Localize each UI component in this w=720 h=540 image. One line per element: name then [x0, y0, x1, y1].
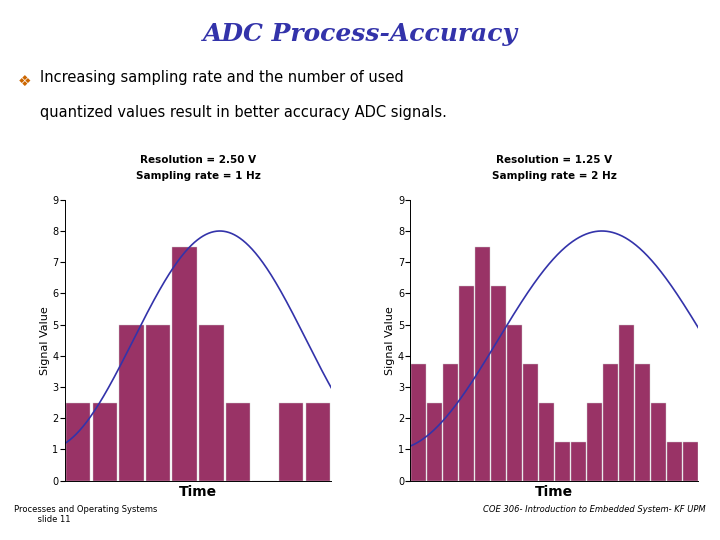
X-axis label: Time: Time: [179, 485, 217, 499]
Text: Processes and Operating Systems
         slide 11: Processes and Operating Systems slide 11: [14, 505, 158, 524]
Text: Sampling rate = 1 Hz: Sampling rate = 1 Hz: [135, 171, 261, 181]
Bar: [119, 325, 144, 481]
Bar: [411, 363, 426, 481]
Bar: [66, 403, 91, 481]
Bar: [587, 403, 602, 481]
Y-axis label: Signal Value: Signal Value: [40, 306, 50, 375]
Bar: [459, 286, 474, 481]
X-axis label: Time: Time: [536, 485, 573, 499]
Bar: [172, 247, 197, 481]
Text: Resolution = 2.50 V: Resolution = 2.50 V: [140, 154, 256, 165]
Bar: [225, 403, 251, 481]
Text: Increasing sampling rate and the number of used: Increasing sampling rate and the number …: [40, 70, 403, 85]
Bar: [603, 363, 618, 481]
Bar: [523, 363, 538, 481]
Text: Sampling rate = 2 Hz: Sampling rate = 2 Hz: [492, 171, 617, 181]
Text: COE 306- Introduction to Embedded System- KF UPM: COE 306- Introduction to Embedded System…: [483, 505, 706, 514]
Bar: [683, 442, 698, 481]
Bar: [92, 403, 117, 481]
Bar: [443, 363, 458, 481]
Bar: [571, 442, 586, 481]
Bar: [305, 403, 330, 481]
Y-axis label: Signal Value: Signal Value: [385, 306, 395, 375]
Bar: [667, 442, 682, 481]
Bar: [539, 403, 554, 481]
Bar: [619, 325, 634, 481]
Bar: [475, 247, 490, 481]
Bar: [651, 403, 666, 481]
Bar: [635, 363, 649, 481]
Bar: [279, 403, 304, 481]
Bar: [199, 325, 224, 481]
Bar: [491, 286, 505, 481]
Bar: [145, 325, 171, 481]
Bar: [555, 442, 570, 481]
Text: ❖: ❖: [18, 74, 32, 89]
Bar: [507, 325, 522, 481]
Text: Resolution = 1.25 V: Resolution = 1.25 V: [496, 154, 613, 165]
Text: quantized values result in better accuracy ADC signals.: quantized values result in better accura…: [40, 105, 446, 120]
Bar: [427, 403, 442, 481]
Text: ADC Process-Accuracy: ADC Process-Accuracy: [202, 22, 518, 46]
